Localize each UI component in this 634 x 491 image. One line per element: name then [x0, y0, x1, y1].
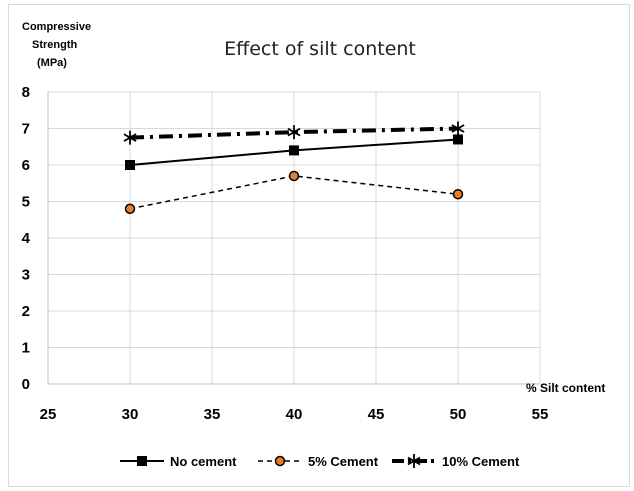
data-point	[289, 145, 299, 156]
x-tick-label: 50	[450, 406, 467, 423]
y-tick-label: 2	[22, 303, 30, 320]
marker-stroke	[287, 127, 301, 137]
series-line	[129, 175, 459, 210]
y-tick-label: 0	[22, 376, 30, 393]
legend-item-3: 10% Cement	[392, 454, 520, 469]
x-axis-label: % Silt content	[526, 381, 605, 395]
series-2	[124, 170, 464, 215]
series-3	[123, 121, 465, 145]
y-tick-label: 6	[22, 157, 30, 174]
data-point	[124, 203, 136, 215]
axes	[47, 92, 540, 385]
legend-marker	[274, 455, 286, 467]
y-tick-labels: 0 1 2 3 4 5 6 7 8	[22, 84, 31, 393]
marker-stroke	[451, 124, 465, 133]
chart-title: Effect of silt content	[224, 38, 416, 60]
y-axis-label-line-2: Strength	[32, 39, 78, 51]
marker-stroke	[407, 456, 421, 466]
y-tick-label: 5	[22, 194, 30, 211]
series-group	[123, 121, 465, 215]
x-tick-labels: 25 30 35 40 45 50 55	[40, 406, 549, 423]
legend-label: No cement	[170, 454, 237, 469]
chart-frame	[8, 4, 630, 487]
y-tick-label: 8	[22, 84, 30, 101]
legend-item-1: No cement	[120, 454, 237, 469]
x-tick-label: 45	[368, 406, 385, 423]
data-point	[125, 160, 135, 170]
data-point	[451, 121, 465, 136]
legend-label: 10% Cement	[442, 454, 520, 469]
legend-item-2: 5% Cement	[258, 454, 379, 469]
legend-marker	[137, 456, 147, 466]
y-tick-label: 3	[22, 267, 30, 284]
y-tick-label: 4	[22, 230, 31, 247]
y-tick-label: 7	[22, 121, 30, 138]
series-1	[125, 134, 463, 170]
y-axis-label: Compressive Strength (MPa)	[22, 21, 91, 69]
data-point	[453, 134, 463, 145]
legend: No cement 5% Cement 10% Cement	[120, 454, 520, 469]
x-tick-label: 40	[286, 406, 303, 423]
data-point	[452, 188, 464, 200]
data-point	[288, 170, 300, 182]
legend-marker	[407, 454, 421, 468]
data-point	[123, 130, 137, 145]
y-axis-label-line-1: Compressive	[22, 21, 91, 33]
x-tick-label: 25	[40, 406, 57, 423]
y-axis-label-line-3: (MPa)	[37, 57, 67, 69]
legend-label: 5% Cement	[308, 454, 379, 469]
marker-stroke	[123, 133, 137, 142]
x-tick-label: 35	[204, 406, 221, 423]
x-tick-label: 30	[122, 406, 139, 423]
y-tick-label: 1	[22, 340, 30, 357]
data-point	[287, 125, 301, 140]
series-line	[129, 126, 459, 140]
x-tick-label: 55	[532, 406, 549, 423]
